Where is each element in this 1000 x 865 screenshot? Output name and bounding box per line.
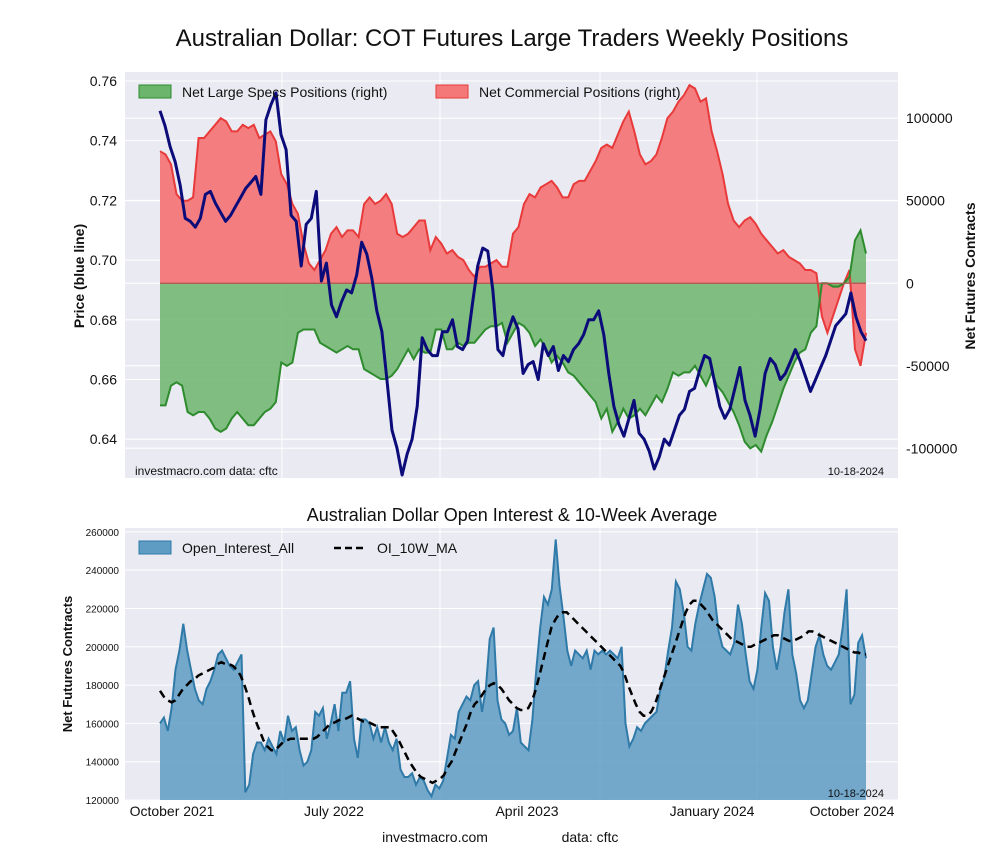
top-left-tick-label: 0.72 bbox=[90, 192, 117, 208]
top-left-tick-label: 0.76 bbox=[90, 73, 117, 89]
oi-area bbox=[160, 539, 866, 800]
legend-label-ma: OI_10W_MA bbox=[377, 540, 458, 556]
top-plot-area bbox=[158, 83, 868, 477]
bottom-x-tick-label: July 2022 bbox=[304, 803, 364, 819]
legend-swatch-commercial bbox=[435, 84, 469, 99]
top-left-tick-label: 0.70 bbox=[90, 252, 117, 268]
top-right-tick-label: -50000 bbox=[906, 358, 950, 374]
top-watermark: investmacro.com data: cftc bbox=[135, 464, 278, 478]
top-right-tick-label: -100000 bbox=[906, 440, 958, 456]
top-left-tick-label: 0.64 bbox=[90, 431, 117, 447]
bottom-axis-label: Net Futures Contracts bbox=[60, 596, 75, 733]
bottom-tick-label: 200000 bbox=[86, 643, 120, 654]
top-left-tick-label: 0.68 bbox=[90, 312, 117, 328]
legend-label-commercial: Net Commercial Positions (right) bbox=[479, 84, 681, 100]
bottom-legend: Open_Interest_All OI_10W_MA bbox=[138, 540, 458, 556]
bottom-x-tick-label: October 2024 bbox=[810, 803, 895, 819]
ma-line bbox=[158, 599, 866, 785]
bottom-tick-label: 140000 bbox=[86, 758, 120, 769]
bottom-tick-label: 160000 bbox=[86, 719, 120, 730]
main-title: Australian Dollar: COT Futures Large Tra… bbox=[176, 25, 849, 52]
bottom-plot-area bbox=[158, 539, 867, 800]
legend-label-oi: Open_Interest_All bbox=[182, 540, 294, 556]
bottom-axes: 120000 140000 160000 180000 200000 220000 2400… bbox=[86, 528, 895, 819]
footer-source: data: cftc bbox=[562, 829, 619, 845]
bottom-x-tick-label: April 2023 bbox=[495, 803, 558, 819]
legend-swatch-specs bbox=[138, 84, 172, 99]
top-date-label: 10-18-2024 bbox=[828, 466, 884, 478]
bottom-tick-label: 220000 bbox=[86, 604, 120, 615]
top-left-tick-label: 0.74 bbox=[90, 133, 117, 149]
top-right-axis-label: Net Futures Contracts bbox=[962, 202, 978, 349]
top-axes: 0.64 0.66 0.68 0.70 0.72 0.74 0.76 100000 50000 0… bbox=[90, 73, 958, 456]
bottom-x-tick-label: January 2024 bbox=[670, 803, 755, 819]
commercial-line bbox=[159, 83, 867, 367]
top-left-axis-label: Price (blue line) bbox=[71, 224, 87, 328]
top-right-tick-label: 100000 bbox=[906, 110, 953, 126]
legend-swatch-oi bbox=[138, 540, 172, 555]
top-legend: Net Large Specs Positions (right) Net Co… bbox=[138, 84, 681, 100]
specs-line bbox=[160, 227, 867, 454]
commercial-area bbox=[160, 85, 866, 366]
footer-site: investmacro.com bbox=[382, 829, 488, 845]
bottom-tick-label: 240000 bbox=[86, 566, 120, 577]
legend-label-specs: Net Large Specs Positions (right) bbox=[182, 84, 387, 100]
top-right-tick-label: 0 bbox=[906, 275, 914, 291]
bottom-tick-label: 260000 bbox=[86, 528, 120, 539]
bottom-date-label: 10-18-2024 bbox=[828, 788, 884, 800]
bottom-x-tick-label: October 2021 bbox=[130, 803, 215, 819]
bottom-tick-label: 180000 bbox=[86, 681, 120, 692]
specs-area bbox=[160, 230, 866, 452]
top-left-tick-label: 0.66 bbox=[90, 371, 117, 387]
price-line bbox=[158, 91, 868, 477]
bottom-chart-title: Australian Dollar Open Interest & 10-Wee… bbox=[307, 505, 718, 525]
top-right-tick-label: 50000 bbox=[906, 193, 945, 209]
bottom-tick-label: 120000 bbox=[86, 796, 120, 807]
